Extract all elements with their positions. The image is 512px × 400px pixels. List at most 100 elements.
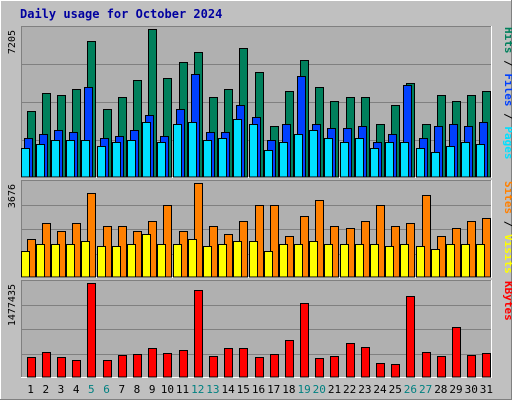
pages-bar	[294, 134, 303, 178]
kbytes-bar	[42, 352, 51, 378]
kbytes-bar	[57, 357, 66, 378]
visits-bar	[431, 249, 440, 278]
day-label: 27	[419, 383, 432, 396]
kbytes-bar	[270, 354, 279, 378]
kbytes-bar	[330, 356, 339, 378]
pages-bar	[476, 144, 485, 178]
day-label: 1	[27, 383, 34, 396]
visits-bar	[264, 251, 273, 278]
series-label-part: Hits	[502, 27, 512, 54]
pages-bar	[112, 142, 121, 178]
visits-bar	[294, 244, 303, 278]
day-label: 20	[313, 383, 326, 396]
visits-bar	[309, 241, 318, 278]
pages-bar	[21, 148, 30, 178]
kbytes-bar	[103, 360, 112, 378]
day-label: 16	[252, 383, 265, 396]
kbytes-bar	[346, 343, 355, 378]
day-label: 10	[161, 383, 174, 396]
day-label: 5	[88, 383, 95, 396]
kbytes-bar	[391, 364, 400, 378]
day-label: 19	[297, 383, 310, 396]
kbytes-bar	[467, 355, 476, 378]
visits-bar	[142, 234, 151, 278]
day-label: 9	[149, 383, 156, 396]
visits-bar	[203, 246, 212, 278]
pages-bar	[142, 122, 151, 178]
day-label: 6	[103, 383, 110, 396]
sites-bar	[163, 205, 172, 278]
kbytes-bar	[361, 347, 370, 378]
visits-bar	[97, 246, 106, 278]
sites-visits-panel-ymax-label: 3676	[7, 184, 18, 208]
kbytes-bar	[406, 296, 415, 378]
pages-bar	[340, 142, 349, 178]
kbytes-bar	[300, 303, 309, 378]
day-label: 15	[237, 383, 250, 396]
kbytes-bar	[179, 350, 188, 378]
kbytes-bar	[27, 357, 36, 378]
sites-visits-panel-series-label: Sites / Visits	[502, 181, 512, 274]
visits-bar	[36, 244, 45, 278]
pages-bar	[264, 150, 273, 178]
day-label: 17	[267, 383, 280, 396]
series-label-part: /	[502, 107, 512, 127]
visits-bar	[81, 241, 90, 278]
series-label-part: /	[502, 54, 512, 74]
kbytes-bar	[315, 358, 324, 378]
visits-bar	[370, 244, 379, 278]
pages-bar	[370, 148, 379, 178]
pages-bar	[400, 142, 409, 178]
pages-bar	[324, 138, 333, 178]
visits-bar	[385, 246, 394, 278]
visits-bar	[112, 246, 121, 278]
kbytes-bar	[482, 353, 491, 378]
pages-bar	[97, 146, 106, 178]
chart-title: Daily usage for October 2024	[20, 7, 223, 21]
sites-bar	[87, 193, 96, 278]
day-label: 26	[404, 383, 417, 396]
day-label: 24	[373, 383, 387, 396]
visits-bar	[340, 244, 349, 278]
pages-bar	[81, 140, 90, 178]
day-label: 29	[449, 383, 462, 396]
pages-bar	[203, 140, 212, 178]
day-label: 2	[42, 383, 49, 396]
series-label-part: Pages	[502, 126, 512, 159]
kbytes-bar	[255, 357, 264, 378]
day-label: 8	[134, 383, 141, 396]
pages-bar	[233, 119, 242, 178]
visits-bar	[21, 251, 30, 278]
day-label: 12	[191, 383, 204, 396]
day-label: 7	[118, 383, 125, 396]
visits-bar	[51, 244, 60, 278]
pages-bar	[157, 142, 166, 178]
kbytes-bar	[87, 283, 96, 378]
pages-bar	[431, 152, 440, 178]
day-label: 23	[358, 383, 371, 396]
visits-bar	[233, 241, 242, 278]
sites-bar	[270, 205, 279, 278]
day-label: 25	[389, 383, 402, 396]
visits-bar	[324, 244, 333, 278]
pages-bar	[416, 148, 425, 178]
visits-bar	[279, 244, 288, 278]
hits-panel-series-label: Hits / Files / Pages	[502, 27, 512, 160]
kbytes-bar	[209, 356, 218, 378]
sites-bar	[315, 200, 324, 278]
day-label: 31	[480, 383, 493, 396]
kbytes-bar	[148, 348, 157, 378]
visits-bar	[446, 244, 455, 278]
kbytes-panel-ymax-label: 1477435	[7, 284, 18, 326]
pages-bar	[461, 142, 470, 178]
pages-bar	[66, 140, 75, 178]
series-label-part: Files	[502, 73, 512, 106]
day-label: 21	[328, 383, 341, 396]
day-label: 3	[58, 383, 65, 396]
sites-bar	[376, 205, 385, 278]
visits-bar	[66, 244, 75, 278]
visits-bar	[476, 244, 485, 278]
pages-bar	[309, 130, 318, 178]
kbytes-panel-series-label: KBytes	[502, 281, 512, 321]
